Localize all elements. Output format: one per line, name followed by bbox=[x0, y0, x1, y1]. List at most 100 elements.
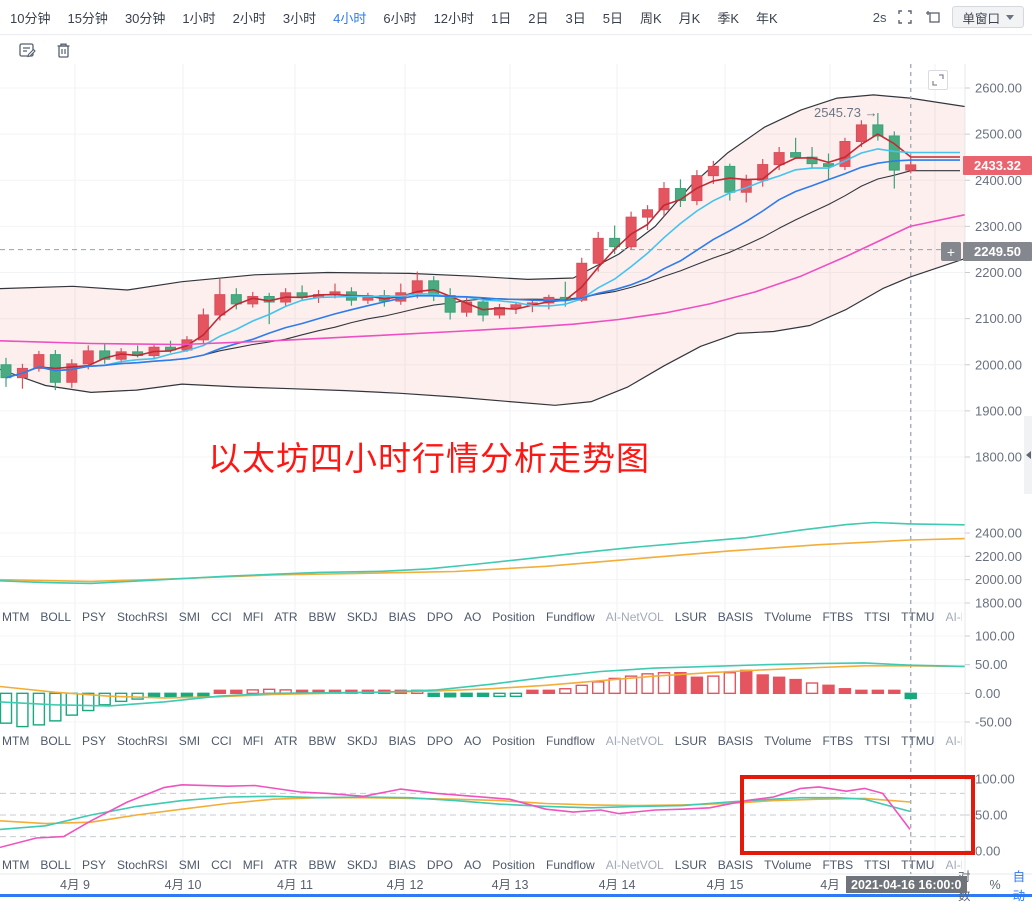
indicator-tab-AI-BSI[interactable]: AI-BSI bbox=[945, 610, 962, 624]
indicator-tab-TTSI[interactable]: TTSI bbox=[864, 858, 891, 872]
indicator-tab-Fundflow[interactable]: Fundflow bbox=[545, 734, 595, 748]
indicator-tab-PSY[interactable]: PSY bbox=[82, 858, 107, 872]
indicator-tab-DPO[interactable]: DPO bbox=[426, 610, 453, 624]
timeframe-30分钟[interactable]: 30分钟 bbox=[124, 10, 166, 26]
indicator-tab-MTM[interactable]: MTM bbox=[2, 734, 30, 748]
indicator-tab-MFI[interactable]: MFI bbox=[242, 858, 264, 872]
indicator-tab-DPO[interactable]: DPO bbox=[426, 858, 453, 872]
indicator-tab-BASIS[interactable]: BASIS bbox=[717, 610, 754, 624]
indicator-tab-AO[interactable]: AO bbox=[463, 858, 482, 872]
indicator-tab-CCI[interactable]: CCI bbox=[211, 858, 232, 872]
add-window-icon[interactable] bbox=[924, 8, 942, 26]
indicator-tab-SMI[interactable]: SMI bbox=[178, 734, 201, 748]
indicator-tab-FTBS[interactable]: FTBS bbox=[822, 734, 854, 748]
indicator-tab-ATR[interactable]: ATR bbox=[274, 858, 298, 872]
subpanel-fundflow bbox=[0, 521, 965, 585]
timeframe-5日[interactable]: 5日 bbox=[602, 10, 623, 26]
timeframe-4小时[interactable]: 4小时 bbox=[333, 10, 367, 26]
indicator-tab-AI-NetVOL[interactable]: AI-NetVOL bbox=[605, 610, 664, 624]
indicator-tab-AI-NetVOL[interactable]: AI-NetVOL bbox=[605, 734, 664, 748]
indicator-tab-MFI[interactable]: MFI bbox=[242, 610, 264, 624]
indicator-tab-SMI[interactable]: SMI bbox=[178, 610, 201, 624]
timeframe-季K[interactable]: 季K bbox=[717, 10, 739, 26]
indicator-tab-StochRSI[interactable]: StochRSI bbox=[117, 734, 168, 748]
indicator-tab-SKDJ[interactable]: SKDJ bbox=[346, 610, 378, 624]
timeframe-3日[interactable]: 3日 bbox=[565, 10, 586, 26]
indicator-tab-StochRSI[interactable]: StochRSI bbox=[117, 858, 168, 872]
indicator-tab-MFI[interactable]: MFI bbox=[242, 734, 264, 748]
indicator-tab-BIAS[interactable]: BIAS bbox=[388, 858, 416, 872]
indicator-tab-BOLL[interactable]: BOLL bbox=[40, 734, 72, 748]
timeframe-周K[interactable]: 周K bbox=[639, 10, 662, 26]
timeframe-2小时[interactable]: 2小时 bbox=[232, 10, 266, 26]
indicator-tab-BBW[interactable]: BBW bbox=[308, 734, 336, 748]
indicator-tab-TTMU[interactable]: TTMU bbox=[901, 858, 935, 872]
timeframe-10分钟[interactable]: 10分钟 bbox=[10, 10, 51, 26]
indicator-tab-BOLL[interactable]: BOLL bbox=[40, 858, 72, 872]
svg-text:0.00: 0.00 bbox=[975, 686, 1000, 701]
indicator-tab-BIAS[interactable]: BIAS bbox=[388, 610, 416, 624]
indicator-tab-PSY[interactable]: PSY bbox=[82, 610, 107, 624]
high-price-label: 2545.73 → bbox=[814, 105, 878, 120]
indicator-tab-BIAS[interactable]: BIAS bbox=[388, 734, 416, 748]
indicator-tab-Fundflow[interactable]: Fundflow bbox=[545, 858, 595, 872]
collapse-axis-handle[interactable] bbox=[1024, 416, 1032, 494]
indicator-tab-TTMU[interactable]: TTMU bbox=[901, 734, 935, 748]
indicator-tab-AO[interactable]: AO bbox=[463, 734, 482, 748]
indicator-tab-DPO[interactable]: DPO bbox=[426, 734, 453, 748]
indicator-tab-CCI[interactable]: CCI bbox=[211, 734, 232, 748]
indicator-tab-LSUR[interactable]: LSUR bbox=[674, 858, 707, 872]
indicator-tab-Position[interactable]: Position bbox=[492, 734, 535, 748]
timeframe-1日[interactable]: 1日 bbox=[491, 10, 512, 26]
indicator-tab-TTSI[interactable]: TTSI bbox=[864, 734, 891, 748]
indicator-tab-SKDJ[interactable]: SKDJ bbox=[346, 858, 378, 872]
indicator-tab-FTBS[interactable]: FTBS bbox=[822, 858, 854, 872]
indicator-tab-BASIS[interactable]: BASIS bbox=[717, 734, 754, 748]
indicator-tab-CCI[interactable]: CCI bbox=[211, 610, 232, 624]
timeframe-6小时[interactable]: 6小时 bbox=[383, 10, 417, 26]
indicator-tab-TVolume[interactable]: TVolume bbox=[764, 610, 812, 624]
indicator-tab-ATR[interactable]: ATR bbox=[274, 610, 298, 624]
timeframe-2日[interactable]: 2日 bbox=[528, 10, 549, 26]
indicator-tab-TTMU[interactable]: TTMU bbox=[901, 610, 935, 624]
indicator-tab-SMI[interactable]: SMI bbox=[178, 858, 201, 872]
indicator-tab-BOLL[interactable]: BOLL bbox=[40, 610, 72, 624]
indicator-tab-Position[interactable]: Position bbox=[492, 610, 535, 624]
indicator-tab-LSUR[interactable]: LSUR bbox=[674, 610, 707, 624]
edit-note-icon[interactable] bbox=[18, 41, 36, 59]
indicator-tab-TTSI[interactable]: TTSI bbox=[864, 610, 891, 624]
indicator-tab-Fundflow[interactable]: Fundflow bbox=[545, 610, 595, 624]
indicator-tab-TVolume[interactable]: TVolume bbox=[764, 734, 812, 748]
timeframe-1小时[interactable]: 1小时 bbox=[182, 10, 216, 26]
trash-icon[interactable] bbox=[54, 41, 72, 59]
indicator-tab-MTM[interactable]: MTM bbox=[2, 610, 30, 624]
restore-pane-button[interactable] bbox=[928, 70, 948, 90]
indicator-tab-AI-NetVOL[interactable]: AI-NetVOL bbox=[605, 858, 664, 872]
timeframe-12小时[interactable]: 12小时 bbox=[433, 10, 475, 26]
indicator-tab-Position[interactable]: Position bbox=[492, 858, 535, 872]
timeframe-15分钟[interactable]: 15分钟 bbox=[67, 10, 108, 26]
auto-scale-toggle[interactable]: 自动 bbox=[1012, 869, 1026, 903]
indicator-tab-AI-BSI[interactable]: AI-BSI bbox=[945, 734, 962, 748]
indicator-tab-AI-BSI[interactable]: AI-BSI bbox=[945, 858, 962, 872]
fullscreen-icon[interactable] bbox=[896, 8, 914, 26]
indicator-tab-AO[interactable]: AO bbox=[463, 610, 482, 624]
indicator-tab-FTBS[interactable]: FTBS bbox=[822, 610, 854, 624]
indicator-tab-SKDJ[interactable]: SKDJ bbox=[346, 734, 378, 748]
percent-scale-toggle[interactable]: % bbox=[989, 877, 1001, 892]
indicator-tab-LSUR[interactable]: LSUR bbox=[674, 734, 707, 748]
window-mode-dropdown[interactable]: 单窗口 bbox=[952, 6, 1024, 28]
indicator-tab-PSY[interactable]: PSY bbox=[82, 734, 107, 748]
indicator-tab-ATR[interactable]: ATR bbox=[274, 734, 298, 748]
timeframe-3小时[interactable]: 3小时 bbox=[282, 10, 317, 26]
alert-plus-button[interactable]: + bbox=[941, 242, 961, 261]
indicator-tab-BBW[interactable]: BBW bbox=[308, 858, 336, 872]
timeframe-月K[interactable]: 月K bbox=[678, 10, 701, 26]
timeframe-年K[interactable]: 年K bbox=[756, 10, 778, 26]
indicator-tab-StochRSI[interactable]: StochRSI bbox=[117, 610, 168, 624]
indicator-tab-MTM[interactable]: MTM bbox=[2, 858, 30, 872]
indicator-tab-BBW[interactable]: BBW bbox=[308, 610, 336, 624]
chart-canvas[interactable]: 2600.00 2500.00 2400.00 2300.00 2200.00 2100.… bbox=[0, 64, 1032, 897]
indicator-tab-TVolume[interactable]: TVolume bbox=[764, 858, 812, 872]
indicator-tab-BASIS[interactable]: BASIS bbox=[717, 858, 754, 872]
